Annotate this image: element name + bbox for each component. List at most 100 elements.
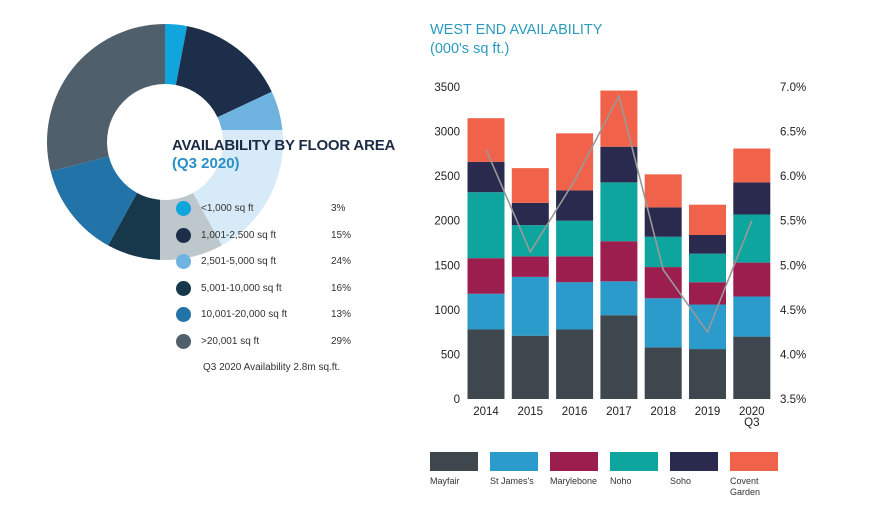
bar-noho-2017 — [600, 182, 638, 242]
availability-rate-line — [485, 93, 753, 334]
bar-soho-2015 — [511, 202, 549, 226]
legend-label: Marylebone — [550, 476, 598, 486]
legend-label: 10,001-20,000 sq ft — [201, 309, 288, 320]
legend-percent: 13% — [331, 309, 352, 320]
x-tick-label: 2016 — [562, 406, 588, 418]
bar-mayfair-2015 — [511, 335, 549, 399]
legend-percent: 3% — [331, 203, 346, 214]
legend-label: St James's — [490, 476, 534, 486]
y-tick-label: 2500 — [434, 171, 460, 183]
bar-soho-2014 — [467, 161, 505, 193]
legend-dot — [176, 280, 191, 296]
legend-swatch — [610, 452, 658, 471]
x-tick-label: 2014 — [473, 406, 499, 418]
legend-swatch — [670, 452, 718, 471]
bar-st-james-s-2017 — [600, 281, 638, 316]
bar-covent-garden-2018 — [644, 174, 682, 208]
y-tick-label: 0 — [454, 394, 460, 406]
bar-soho-2019 — [689, 234, 726, 254]
legend-label: Covent Garden — [730, 476, 761, 497]
y-tick-label: 500 — [441, 349, 460, 361]
chart-title: WEST END AVAILABILITY — [430, 22, 603, 38]
y-tick-label: 3000 — [434, 127, 460, 139]
y-tick-label: 1500 — [434, 260, 460, 272]
donut-title: AVAILABILITY BY FLOOR AREA — [172, 137, 396, 154]
y2-tick-label: 5.0% — [780, 260, 806, 272]
x-tick-label: 2020 — [739, 406, 765, 418]
bar-st-james-s-2018 — [644, 298, 682, 348]
bar-marylebone-2019 — [689, 282, 726, 305]
bar-noho-2019 — [689, 253, 726, 283]
bar-marylebone-2017 — [600, 241, 638, 282]
bar-marylebone-2015 — [511, 256, 549, 277]
legend-dot — [176, 201, 191, 216]
legend-label: Soho — [670, 476, 692, 486]
legend-percent: 16% — [331, 282, 352, 294]
bar-noho-2018 — [644, 236, 682, 268]
legend-item-covent-garden: Covent Garden — [730, 452, 790, 498]
bar-mayfair-2018 — [644, 347, 682, 399]
legend-label: Noho — [610, 476, 632, 486]
legend-dot — [176, 333, 191, 349]
y2-tick-label: 5.5% — [780, 216, 806, 228]
bar-st-james-s-2019 — [689, 304, 726, 350]
y-tick-label: 1000 — [434, 305, 460, 317]
bar-covent-garden-2014 — [467, 118, 505, 162]
x-tick-label: 2018 — [650, 406, 676, 418]
bar-mayfair-2017 — [600, 315, 638, 399]
legend-item-noho: Noho — [610, 452, 670, 487]
bar-noho-2016 — [556, 220, 594, 257]
y2-tick-label: 4.0% — [780, 349, 806, 361]
bar-covent-garden-2020-q3 — [733, 148, 771, 183]
x-tick-label: 2017 — [606, 406, 632, 418]
legend-swatch — [430, 452, 478, 471]
y-tick-label: 2000 — [434, 216, 460, 228]
donut-slice-1-001-2-500-sq-ft — [175, 26, 272, 118]
bar-covent-garden-2015 — [511, 168, 549, 203]
x-tick-label: 2019 — [695, 406, 721, 418]
bar-marylebone-2016 — [556, 256, 594, 283]
x-tick-label: Q3 — [744, 417, 759, 429]
legend-label: <1,000 sq ft — [201, 203, 254, 214]
legend-label: 5,001-10,000 sq ft — [201, 282, 282, 294]
legend-dot — [176, 254, 191, 269]
legend-swatch — [490, 452, 538, 471]
legend-swatch — [730, 452, 778, 471]
bar-st-james-s-2015 — [511, 276, 549, 336]
donut-slice-1-000-sq-ft — [165, 24, 188, 86]
donut-hole — [107, 84, 223, 200]
legend-percent: 24% — [331, 256, 352, 267]
bar-st-james-s-2016 — [556, 282, 594, 330]
donut-note: Q3 2020 Availability 2.8m sq.ft. — [203, 362, 341, 373]
chart-subtitle: (000's sq ft.) — [430, 41, 510, 57]
bar-soho-2017 — [600, 146, 638, 183]
y2-tick-label: 6.0% — [780, 171, 806, 183]
bar-mayfair-2019 — [689, 349, 726, 399]
bar-covent-garden-2019 — [689, 204, 726, 235]
y2-tick-label: 4.5% — [780, 305, 806, 317]
donut-slice-10-001-20-000-sq-ft — [50, 156, 138, 246]
y2-tick-label: 3.5% — [780, 394, 806, 406]
legend-item-st-james-s: St James's — [490, 452, 550, 487]
legend-dot — [176, 227, 191, 243]
bar-soho-2020-q3 — [733, 182, 771, 215]
legend-item-soho: Soho — [670, 452, 730, 487]
legend-swatch — [550, 452, 598, 471]
bar-marylebone-2014 — [467, 258, 505, 294]
y2-tick-label: 6.5% — [780, 127, 806, 139]
bar-noho-2014 — [467, 192, 505, 259]
legend-percent: 15% — [331, 229, 352, 241]
legend-label: >20,001 sq ft — [201, 335, 260, 347]
legend-dot — [176, 307, 191, 322]
legend-item-marylebone: Marylebone — [550, 452, 610, 487]
y2-tick-label: 7.0% — [780, 82, 806, 94]
y-tick-label: 3500 — [434, 82, 460, 94]
bar-marylebone-2018 — [644, 267, 682, 299]
bar-marylebone-2020-q3 — [733, 262, 771, 297]
legend-percent: 29% — [331, 335, 352, 347]
legend-item-mayfair: Mayfair — [430, 452, 490, 487]
legend-label: 1,001-2,500 sq ft — [201, 229, 277, 241]
donut-chart — [46, 24, 420, 300]
bar-mayfair-2020-q3 — [733, 336, 771, 399]
